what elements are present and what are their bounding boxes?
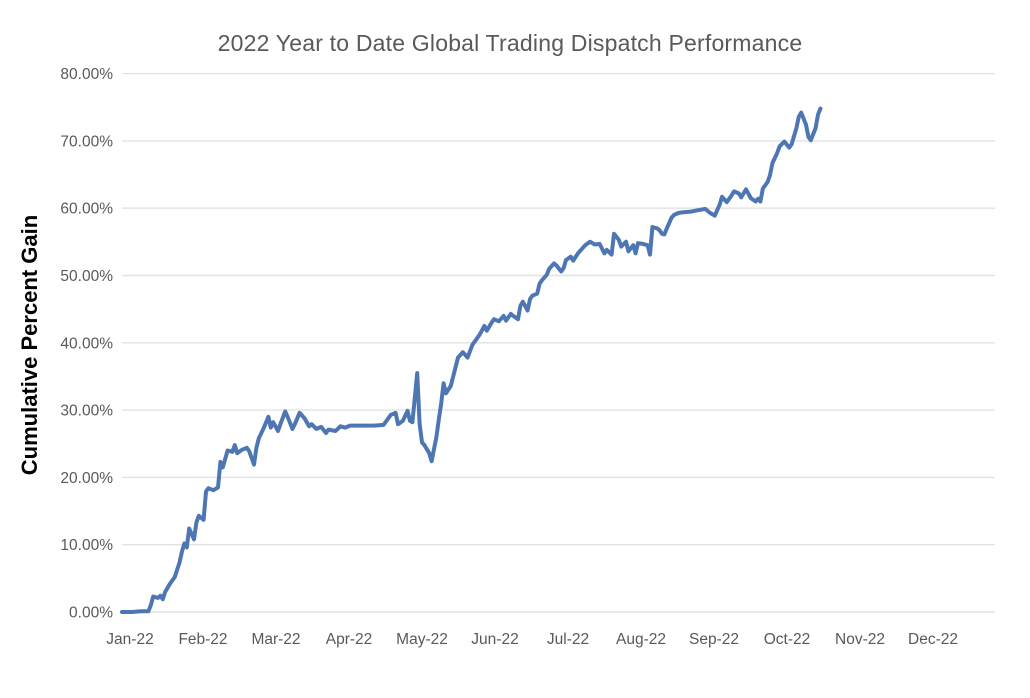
chart-title: 2022 Year to Date Global Trading Dispatc… — [217, 30, 803, 56]
y-tick-label: 0.00% — [69, 605, 113, 622]
x-tick-label: May-22 — [396, 631, 448, 648]
x-tick-label: Dec-22 — [908, 631, 958, 648]
x-tick-label: Jul-22 — [547, 631, 589, 648]
y-tick-label: 60.00% — [60, 201, 113, 218]
y-tick-label: 70.00% — [60, 133, 113, 150]
y-tick-label: 50.00% — [60, 268, 113, 285]
data-line-cumulative-percent-gain — [120, 106, 823, 614]
y-tick-label: 80.00% — [60, 66, 113, 83]
x-tick-label: Feb-22 — [178, 631, 227, 648]
x-tick-label: Sep-22 — [689, 631, 739, 648]
y-tick-label: 40.00% — [60, 335, 113, 352]
x-tick-label: Jun-22 — [471, 631, 518, 648]
x-tick-label: Jan-22 — [106, 631, 153, 648]
x-tick-label: Apr-22 — [326, 631, 373, 648]
y-tick-label: 30.00% — [60, 403, 113, 420]
x-tick-label: Aug-22 — [616, 631, 666, 648]
y-tick-label: 10.00% — [60, 537, 113, 554]
x-tick-label: Nov-22 — [835, 631, 885, 648]
x-tick-label: Mar-22 — [251, 631, 300, 648]
y-tick-label: 20.00% — [60, 470, 113, 487]
x-tick-label: Oct-22 — [764, 631, 811, 648]
